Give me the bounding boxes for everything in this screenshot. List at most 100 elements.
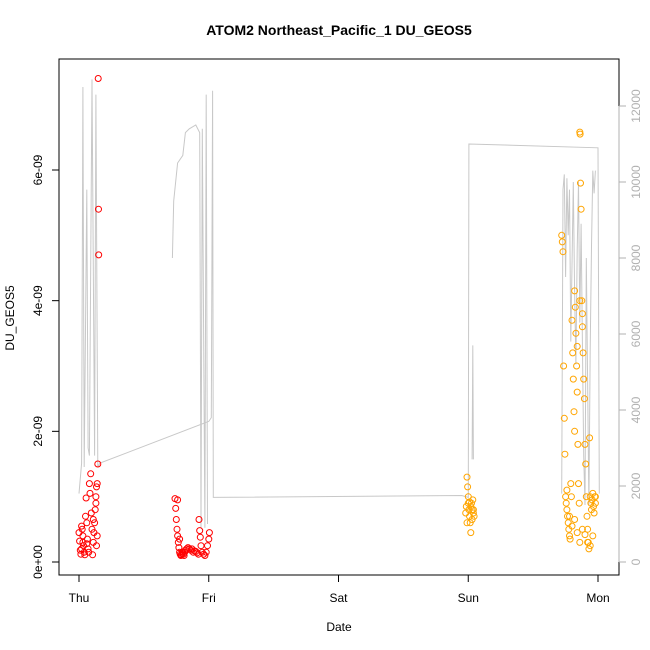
data-point	[173, 525, 181, 533]
data-point	[195, 516, 203, 523]
data-point	[590, 509, 598, 517]
data-point	[467, 529, 475, 537]
x-axis: Thu Fri Sat Sun Mon	[69, 574, 610, 605]
data-point	[201, 552, 209, 559]
data-point	[89, 516, 97, 523]
data-point	[95, 251, 103, 259]
data-point	[466, 498, 473, 506]
data-point	[205, 535, 213, 543]
data-point	[78, 525, 86, 533]
data-point	[92, 493, 100, 501]
data-point	[86, 489, 94, 497]
data-point	[87, 470, 95, 478]
data-point	[561, 450, 569, 458]
data-point	[85, 480, 93, 488]
data-point	[563, 486, 571, 494]
data-point	[564, 519, 572, 527]
x-tick-label: Sat	[329, 591, 348, 605]
data-point	[582, 460, 590, 468]
data-point	[463, 473, 471, 481]
data-point	[91, 519, 99, 527]
data-point	[574, 440, 582, 448]
x-tick-label: Sun	[458, 591, 479, 605]
data-point	[87, 509, 95, 517]
data-point	[174, 496, 182, 504]
data-point	[194, 550, 202, 558]
y-right-tick-label: 10000	[629, 165, 643, 199]
data-point	[558, 231, 566, 239]
data-point	[570, 408, 578, 416]
data-point	[573, 529, 581, 537]
data-point	[78, 522, 86, 530]
data-point	[197, 542, 205, 550]
data-point	[469, 506, 477, 514]
data-point	[92, 499, 100, 507]
data-point	[76, 546, 84, 554]
data-point	[581, 531, 589, 539]
data-point	[205, 529, 213, 537]
data-point	[79, 538, 87, 546]
data-point	[83, 519, 91, 527]
data-point	[573, 388, 581, 396]
data-point	[571, 516, 579, 523]
data-point	[95, 205, 102, 213]
data-point	[202, 548, 210, 556]
data-points	[75, 75, 599, 559]
y-right-tick-label: 4000	[629, 396, 643, 423]
data-point	[560, 362, 568, 370]
data-point	[82, 494, 90, 502]
data-point	[464, 483, 472, 491]
y-right-tick-label: 6000	[629, 320, 643, 347]
data-point	[582, 493, 590, 501]
data-point	[578, 297, 586, 305]
y-axis-right: 0 2000 4000 6000 8000 10000 12000	[618, 89, 643, 565]
data-point	[175, 544, 183, 552]
data-point	[563, 506, 571, 514]
data-point	[578, 323, 586, 331]
x-tick-label: Thu	[69, 591, 90, 605]
data-point	[93, 532, 101, 540]
data-point	[558, 238, 566, 246]
chart-title: ATOM2 Northeast_Pacific_1 DU_GEOS5	[206, 22, 472, 38]
data-point	[579, 349, 587, 357]
data-point	[464, 493, 472, 501]
y-left-tick-label: 0e+00	[31, 545, 45, 579]
data-point	[468, 499, 475, 507]
data-point	[562, 499, 570, 507]
data-point	[193, 549, 201, 557]
y-axis-label: DU_GEOS5	[3, 285, 17, 351]
data-point	[463, 519, 471, 527]
data-point	[569, 375, 577, 383]
data-point	[566, 512, 573, 520]
data-point	[567, 493, 575, 501]
data-point	[569, 349, 577, 357]
data-point	[585, 545, 593, 553]
data-point	[571, 427, 579, 435]
data-point	[176, 535, 184, 543]
data-point	[568, 316, 576, 324]
y-axis-left: 0e+00 2e-09 4e-09 6e-09	[31, 154, 60, 579]
data-point	[196, 533, 204, 541]
data-point	[94, 460, 102, 468]
data-point	[586, 542, 594, 550]
data-point	[468, 516, 476, 523]
data-point	[564, 512, 571, 520]
y-right-tick-label: 12000	[629, 89, 643, 123]
y-right-tick-label: 8000	[629, 244, 643, 271]
data-point	[573, 362, 581, 370]
data-point	[93, 480, 101, 488]
y-left-tick-label: 2e-09	[31, 416, 45, 447]
data-point	[174, 538, 182, 546]
data-point	[469, 509, 477, 517]
data-point	[91, 506, 99, 514]
x-axis-label: Date	[326, 620, 352, 634]
data-point	[94, 75, 102, 82]
data-point	[562, 493, 570, 501]
data-point	[559, 248, 567, 256]
data-point	[571, 303, 579, 311]
data-point	[580, 375, 588, 383]
data-point	[76, 537, 84, 545]
y-right-tick-label: 0	[629, 558, 643, 565]
data-point	[576, 297, 584, 305]
